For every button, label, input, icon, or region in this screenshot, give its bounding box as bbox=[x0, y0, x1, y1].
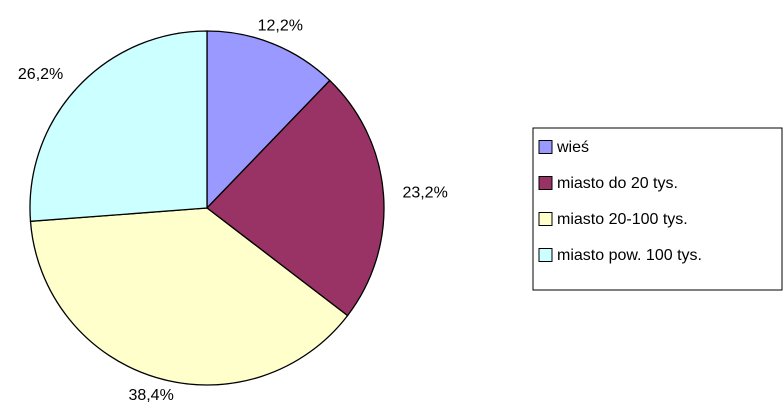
pie-slice bbox=[206, 79, 385, 317]
legend-label: wieś bbox=[556, 139, 589, 156]
pie-slice bbox=[29, 30, 208, 223]
legend-label: miasto 20-100 tys. bbox=[557, 211, 688, 228]
data-label: 23,2% bbox=[402, 184, 447, 201]
data-label: 38,4% bbox=[128, 387, 173, 404]
pie-slice bbox=[206, 30, 331, 210]
legend-swatch bbox=[538, 248, 553, 262]
legend-swatch bbox=[538, 176, 553, 190]
data-label: 12,2% bbox=[258, 17, 303, 34]
pie-slice bbox=[29, 207, 349, 386]
legend-box bbox=[532, 127, 783, 291]
legend-label: miasto pow. 100 tys. bbox=[557, 247, 702, 264]
legend-label: miasto do 20 tys. bbox=[557, 175, 678, 192]
legend-swatch bbox=[538, 212, 553, 226]
legend-swatch bbox=[538, 140, 553, 154]
data-label: 26,2% bbox=[18, 66, 63, 83]
